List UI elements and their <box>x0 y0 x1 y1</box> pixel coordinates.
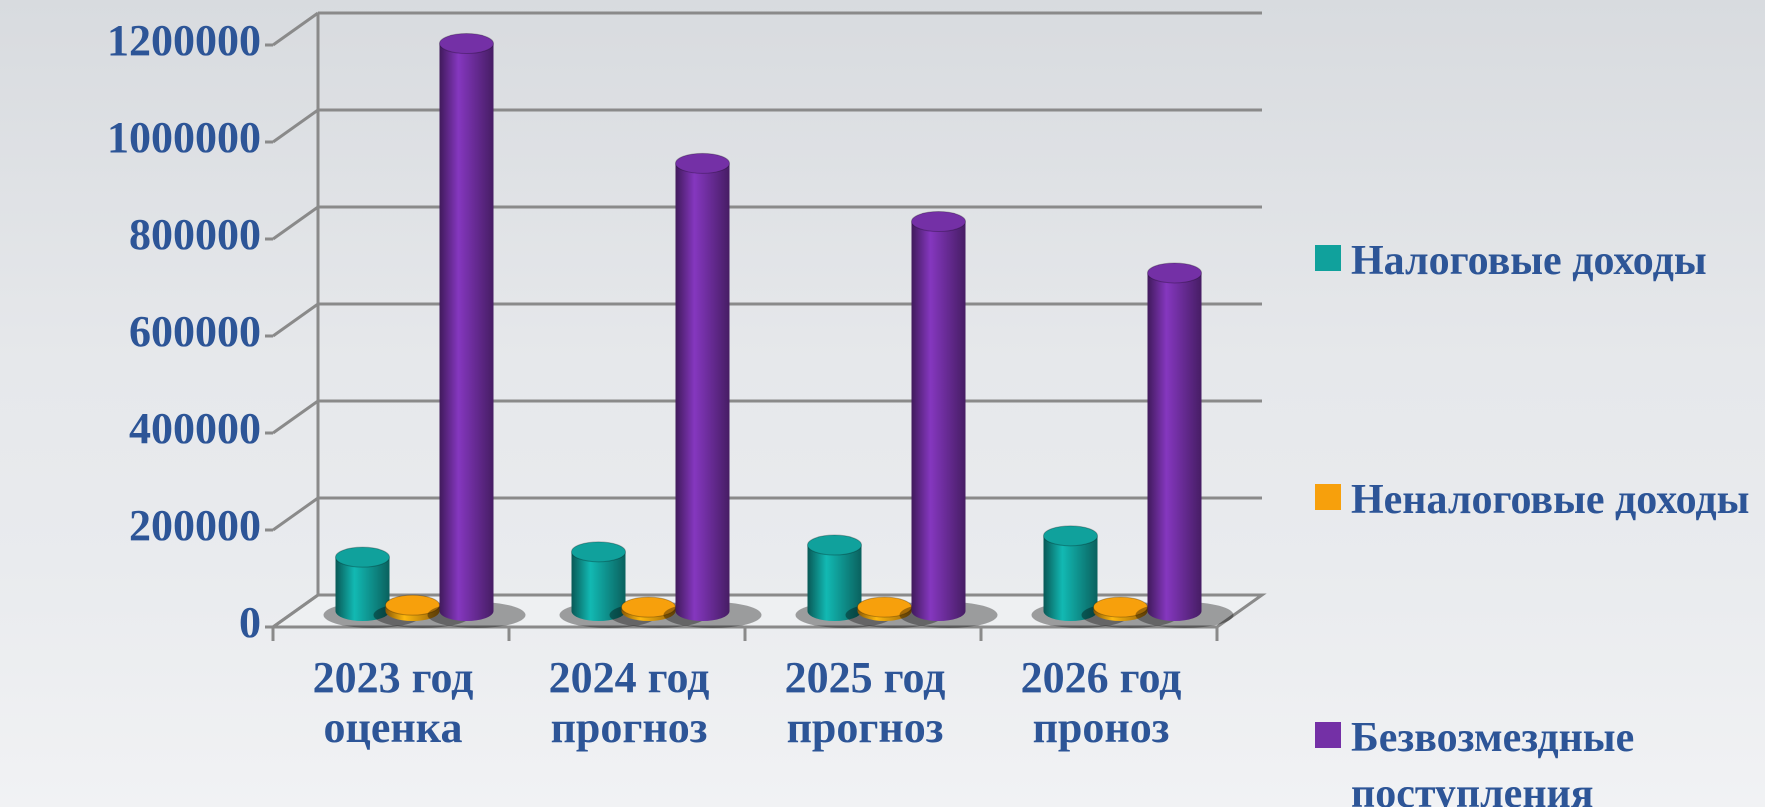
bar <box>664 153 762 628</box>
y-tick-label: 400000 <box>129 404 261 453</box>
legend-item: Безвозмездные поступления <box>1315 710 1765 807</box>
legend-label: Налоговые доходы <box>1351 233 1761 289</box>
x-tick-label: 2024 год <box>549 653 710 702</box>
legend-item: Неналоговые доходы <box>1315 472 1765 528</box>
x-tick-label: проноз <box>1033 703 1170 752</box>
y-tick-label: 1000000 <box>107 113 261 162</box>
y-tick-label: 600000 <box>129 307 261 356</box>
legend-item: Налоговые доходы <box>1315 233 1765 289</box>
x-tick-label: оценка <box>324 703 463 752</box>
grid-line <box>273 110 1262 142</box>
chart: 0 200000 400000 600000 800000 1000000 1200000 2… <box>0 0 1765 807</box>
bar <box>1136 263 1234 628</box>
legend-label: Неналоговые доходы <box>1351 472 1761 528</box>
grid-line <box>273 13 1262 45</box>
x-tick-label: 2026 год <box>1021 653 1182 702</box>
y-tick-label: 1200000 <box>107 16 261 65</box>
x-tick-label: прогноз <box>551 703 708 752</box>
y-tick-label: 0 <box>239 598 261 647</box>
slide: 0 200000 400000 600000 800000 1000000 1200000 2… <box>0 0 1765 807</box>
y-tick-label: 200000 <box>129 501 261 550</box>
bar <box>428 34 526 628</box>
grid-line <box>273 304 1262 336</box>
legend-label: Безвозмездные поступления <box>1351 710 1761 807</box>
bar <box>900 212 998 628</box>
x-tick-label: 2025 год <box>785 653 946 702</box>
legend-swatch <box>1315 722 1341 748</box>
grid-line <box>273 498 1262 530</box>
x-tick-label: 2023 год <box>313 653 474 702</box>
legend-swatch <box>1315 245 1341 271</box>
grid-line <box>273 207 1262 239</box>
legend-swatch <box>1315 484 1341 510</box>
x-tick-label: прогноз <box>787 703 944 752</box>
grid-line <box>273 401 1262 433</box>
y-tick-label: 800000 <box>129 210 261 259</box>
